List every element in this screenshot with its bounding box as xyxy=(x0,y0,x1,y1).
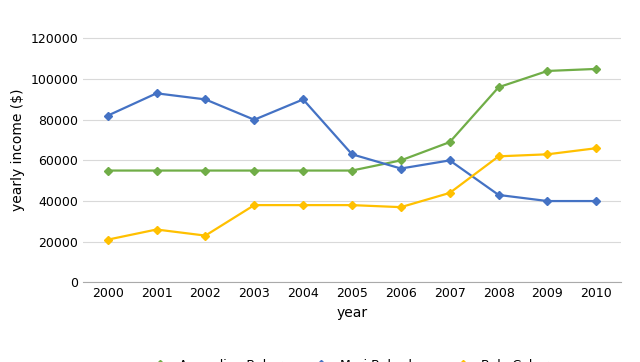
Mari Bakeshop xyxy=(446,158,454,163)
Amandine Bakery xyxy=(348,168,356,173)
Mari Bakeshop xyxy=(495,193,502,197)
Bolo Cakery xyxy=(300,203,307,207)
Bolo Cakery xyxy=(104,237,111,242)
Amandine Bakery xyxy=(300,168,307,173)
Mari Bakeshop xyxy=(543,199,551,203)
Line: Bolo Cakery: Bolo Cakery xyxy=(105,146,599,243)
Legend: Amandine Bakery, Mari Bakeshop, Bolo Cakery: Amandine Bakery, Mari Bakeshop, Bolo Cak… xyxy=(143,354,561,362)
Bolo Cakery xyxy=(446,191,454,195)
Bolo Cakery xyxy=(495,154,502,159)
Y-axis label: yearly income ($): yearly income ($) xyxy=(11,89,25,211)
Amandine Bakery xyxy=(250,168,258,173)
Bolo Cakery xyxy=(348,203,356,207)
Amandine Bakery xyxy=(153,168,161,173)
Bolo Cakery xyxy=(397,205,404,209)
Amandine Bakery xyxy=(593,67,600,71)
X-axis label: year: year xyxy=(337,306,367,320)
Amandine Bakery xyxy=(446,140,454,144)
Amandine Bakery xyxy=(104,168,111,173)
Amandine Bakery xyxy=(495,85,502,89)
Mari Bakeshop xyxy=(593,199,600,203)
Bolo Cakery xyxy=(543,152,551,156)
Mari Bakeshop xyxy=(202,97,209,102)
Mari Bakeshop xyxy=(300,97,307,102)
Mari Bakeshop xyxy=(104,114,111,118)
Bolo Cakery xyxy=(153,227,161,232)
Mari Bakeshop xyxy=(397,167,404,171)
Line: Mari Bakeshop: Mari Bakeshop xyxy=(105,90,599,204)
Amandine Bakery xyxy=(202,168,209,173)
Amandine Bakery xyxy=(397,158,404,163)
Amandine Bakery xyxy=(543,69,551,73)
Bolo Cakery xyxy=(202,233,209,238)
Bolo Cakery xyxy=(593,146,600,150)
Line: Amandine Bakery: Amandine Bakery xyxy=(105,66,599,173)
Bolo Cakery xyxy=(250,203,258,207)
Mari Bakeshop xyxy=(250,118,258,122)
Mari Bakeshop xyxy=(153,91,161,96)
Mari Bakeshop xyxy=(348,152,356,156)
